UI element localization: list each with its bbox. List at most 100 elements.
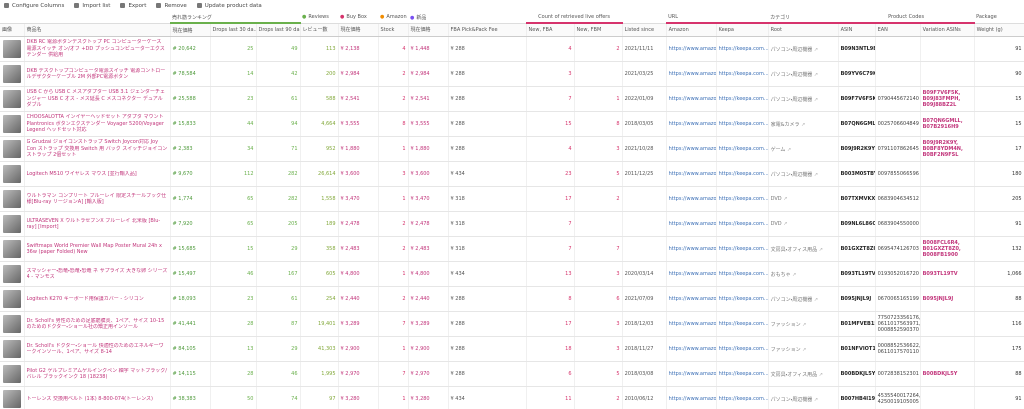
product-row[interactable]: Dr. Scholl's 男性のための足底筋膜炎、1ペア、サイズ 10-15 の… [0, 311, 1024, 337]
url-link[interactable]: https://keepa.com... [718, 121, 769, 127]
toolbar-button[interactable]: Remove [156, 3, 186, 9]
column-header[interactable]: Drops last 90 da... [256, 23, 301, 37]
column-header[interactable]: Weight (g) [974, 23, 1024, 37]
product-name[interactable]: USB C から USB C メスアダプター USB 3.1 ジェンダーチェンジ… [26, 89, 165, 109]
toolbar-button[interactable]: Configure Columns [4, 3, 64, 9]
url-link[interactable]: https://www.amazo... [668, 221, 717, 227]
category-link[interactable]: DVD [770, 196, 782, 202]
category-link[interactable]: パソコン・周辺機器 [770, 71, 813, 78]
product-name[interactable]: DKB デスクトップコンピュータ電源スイッチ 電源コントロールデザクターケーブル… [26, 67, 166, 81]
category-link[interactable]: 文房具・オフィス用品 [770, 246, 818, 253]
column-header[interactable]: ASIN [838, 23, 876, 37]
category-link[interactable]: パソコン・周辺機器 [770, 96, 813, 103]
url-link[interactable]: https://keepa.com... [718, 221, 769, 227]
toolbar-button[interactable]: Update product data [197, 3, 262, 9]
column-header[interactable]: 商品名 [24, 23, 171, 37]
url-link[interactable]: https://www.amazo... [668, 196, 717, 202]
column-header[interactable]: 現在価格 [338, 23, 379, 37]
url-link[interactable]: https://www.amazo... [668, 296, 717, 302]
category-link[interactable]: おもちゃ [770, 271, 791, 278]
column-header[interactable]: Listed since [622, 23, 667, 37]
product-row[interactable]: Logitech M510 ワイヤレス マウス [並行輸入品] # 9,670 11… [0, 161, 1024, 187]
category-link[interactable]: 文房具・オフィス用品 [770, 371, 818, 378]
category-link[interactable]: ファッション [770, 346, 801, 353]
product-row[interactable]: ULTRASEVEN X ウルトラセブンX ブルーレイ 北米版 [Blu-ray… [0, 211, 1024, 237]
url-link[interactable]: https://keepa.com... [718, 246, 769, 252]
url-link[interactable]: https://keepa.com... [718, 46, 769, 52]
url-link[interactable]: https://keepa.com... [718, 196, 769, 202]
product-name[interactable]: Dr. Scholl's 男性のための足底筋膜炎、1ペア、サイズ 10-15 の… [26, 317, 165, 331]
product-row[interactable]: CHOOSALOTTA インイヤーヘッドセット アダプタ マウント Plantr… [0, 111, 1024, 137]
url-link[interactable]: https://www.amazo... [668, 371, 717, 377]
product-row[interactable]: Swiftmaps World Premier Wall Map Poster … [0, 236, 1024, 262]
product-row[interactable]: Dr. Scholl's ドクター・ショール 快適性のためのエネルギーワークイン… [0, 336, 1024, 362]
product-row[interactable]: トーレンス 交換用ベルト (1本) 8-800-074(トーレンス) # 38,3… [0, 386, 1024, 409]
url-link[interactable]: https://www.amazo... [668, 346, 717, 352]
product-name[interactable]: Swiftmaps World Premier Wall Map Poster … [26, 242, 162, 256]
url-link[interactable]: https://keepa.com... [718, 96, 769, 102]
column-header[interactable]: New, FBA [526, 23, 575, 37]
url-link[interactable]: https://keepa.com... [718, 321, 769, 327]
url-link[interactable]: https://www.amazo... [668, 321, 717, 327]
url-link[interactable]: https://www.amazo... [668, 46, 717, 52]
product-name[interactable]: G Grudzai ジョイコンストラップ Switch Joycon対応 Joy… [26, 139, 168, 159]
product-name[interactable]: ULTRASEVEN X ウルトラセブンX ブルーレイ 北米版 [Blu-ray… [26, 217, 161, 231]
column-header[interactable]: Root [768, 23, 839, 37]
column-header[interactable]: EAN [875, 23, 921, 37]
column-header[interactable]: New, FBM [574, 23, 623, 37]
product-name[interactable]: Pilot G2 ゲルプレミアムゲルインクペン 細字 マットブラック/バレル ブ… [26, 367, 167, 381]
product-name[interactable]: ウルトラマン コンプリート ブルーレイ 限定スチールブック仕様[Blu-ray … [26, 192, 167, 206]
product-name[interactable]: DKB RC 電源ボタンデスクトップ PC コンピューターケース 電源スイッチ … [26, 39, 165, 59]
column-header[interactable]: Stock [378, 23, 409, 37]
product-name[interactable]: Logitech M510 ワイヤレス マウス [並行輸入品] [26, 170, 137, 177]
product-name[interactable]: トーレンス 交換用ベルト (1本) 8-800-074(トーレンス) [26, 395, 153, 402]
url-link[interactable]: https://keepa.com... [718, 171, 769, 177]
column-header[interactable]: 現在価格 [170, 23, 211, 37]
url-link[interactable]: https://www.amazo... [668, 146, 717, 152]
column-header[interactable]: 現在価格 [408, 23, 449, 37]
url-link[interactable]: https://www.amazo... [668, 171, 717, 177]
category-link[interactable]: パソコン・周辺機器 [770, 296, 813, 303]
url-link[interactable]: https://keepa.com... [718, 71, 769, 77]
toolbar-button[interactable]: Import list [74, 3, 110, 9]
column-header[interactable]: 画像 [0, 23, 25, 37]
category-link[interactable]: 家電&カメラ [770, 121, 800, 128]
product-row[interactable]: ウルトラマン コンプリート ブルーレイ 限定スチールブック仕様[Blu-ray … [0, 186, 1024, 212]
product-name[interactable]: CHOOSALOTTA インイヤーヘッドセット アダプタ マウント Plantr… [26, 114, 164, 134]
category-link[interactable]: ゲーム [770, 146, 786, 153]
url-link[interactable]: https://keepa.com... [718, 146, 769, 152]
product-row[interactable]: G Grudzai ジョイコンストラップ Switch Joycon対応 Joy… [0, 136, 1024, 162]
product-row[interactable]: Pilot G2 ゲルプレミアムゲルインクペン 細字 マットブラック/バレル ブ… [0, 361, 1024, 387]
category-link[interactable]: パソコン・周辺機器 [770, 396, 813, 403]
product-row[interactable]: Logitech K270 キーボード用保護カバー - シリコン # 18,093… [0, 286, 1024, 312]
url-link[interactable]: https://keepa.com... [718, 371, 769, 377]
url-link[interactable]: https://www.amazo... [668, 96, 717, 102]
product-row[interactable]: USB C から USB C メスアダプター USB 3.1 ジェンダーチェンジ… [0, 86, 1024, 112]
column-header[interactable]: Drops last 30 da... [210, 23, 257, 37]
category-link[interactable]: DVD [770, 221, 782, 227]
url-link[interactable]: https://www.amazo... [668, 271, 717, 277]
product-name[interactable]: スマッシャー・恐竜・恐竜・恐竜 ネ サプライズ 大きな卵 シリーズ4 - マンモ… [26, 267, 168, 281]
product-row[interactable]: DKB RC 電源ボタンデスクトップ PC コンピューターケース 電源スイッチ … [0, 36, 1024, 62]
column-header[interactable]: Keepa [716, 23, 769, 37]
url-link[interactable]: https://www.amazo... [668, 71, 717, 77]
toolbar-button[interactable]: Export [120, 3, 146, 9]
product-name[interactable]: Dr. Scholl's ドクター・ショール 快適性のためのエネルギーワークイン… [26, 342, 164, 356]
url-link[interactable]: https://www.amazo... [668, 121, 717, 127]
product-row[interactable]: スマッシャー・恐竜・恐竜・恐竜 ネ サプライズ 大きな卵 シリーズ4 - マンモ… [0, 261, 1024, 287]
url-link[interactable]: https://www.amazo... [668, 246, 717, 252]
category-link[interactable]: パソコン・周辺機器 [770, 46, 813, 53]
column-header[interactable]: FBA Pick&Pack Fee [448, 23, 527, 37]
url-link[interactable]: https://keepa.com... [718, 271, 769, 277]
category-link[interactable]: ファッション [770, 321, 801, 328]
column-header[interactable]: Variation ASINs [920, 23, 975, 37]
product-row[interactable]: DKB デスクトップコンピュータ電源スイッチ 電源コントロールデザクターケーブル… [0, 61, 1024, 87]
url-link[interactable]: https://keepa.com... [718, 346, 769, 352]
column-header[interactable]: レビュー数 [300, 23, 339, 37]
product-name[interactable]: Logitech K270 キーボード用保護カバー - シリコン [26, 295, 144, 302]
url-link[interactable]: https://keepa.com... [718, 296, 769, 302]
category-link[interactable]: パソコン・周辺機器 [770, 171, 813, 178]
url-link[interactable]: https://keepa.com... [718, 396, 769, 402]
column-header[interactable]: Amazon [666, 23, 717, 37]
url-link[interactable]: https://www.amazo... [668, 396, 717, 402]
